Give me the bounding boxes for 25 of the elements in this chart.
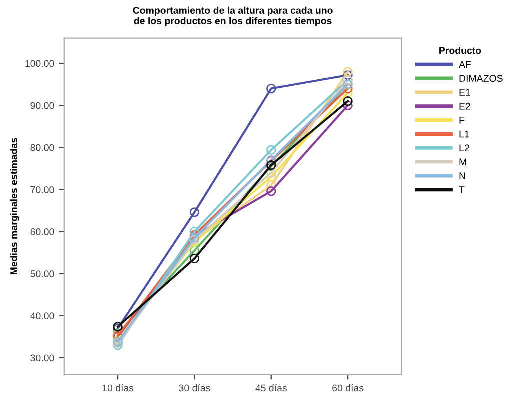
y-tick-label: 50.00 — [30, 270, 54, 278]
y-tick-label: 80.00 — [30, 144, 54, 152]
y-tick-label: 70.00 — [30, 186, 54, 194]
x-tick-label: 45 días — [256, 384, 287, 392]
legend-label: AF — [459, 61, 472, 68]
y-tick-label: 30.00 — [30, 354, 54, 362]
chart-title: Comportamiento de la altura para cada uno de los productos en los diferentes tiempos — [133, 6, 333, 26]
legend-label: L1 — [460, 130, 470, 138]
y-tick-label: 40.00 — [30, 312, 54, 320]
x-tick-label: 60 días — [332, 384, 364, 392]
legend-label: F — [460, 117, 465, 124]
legend-label: E2 — [460, 102, 470, 110]
legend-label: L2 — [460, 144, 470, 152]
legend-title: Producto — [440, 47, 482, 54]
y-tick-label: 60.00 — [30, 228, 54, 236]
legend-label: M — [460, 158, 466, 166]
legend-label: N — [460, 172, 466, 180]
x-tick-label: 30 días — [179, 384, 210, 392]
legend-label: T — [459, 186, 465, 194]
legend-label: DIMAZOS — [460, 75, 503, 82]
y-axis-title: Medias marginales estimadas — [10, 138, 20, 275]
x-tick-label: 10 días — [102, 384, 134, 392]
y-tick-label: 90.00 — [30, 102, 54, 110]
y-tick-label: 100.00 — [26, 60, 54, 68]
legend-label: E1 — [460, 89, 470, 96]
